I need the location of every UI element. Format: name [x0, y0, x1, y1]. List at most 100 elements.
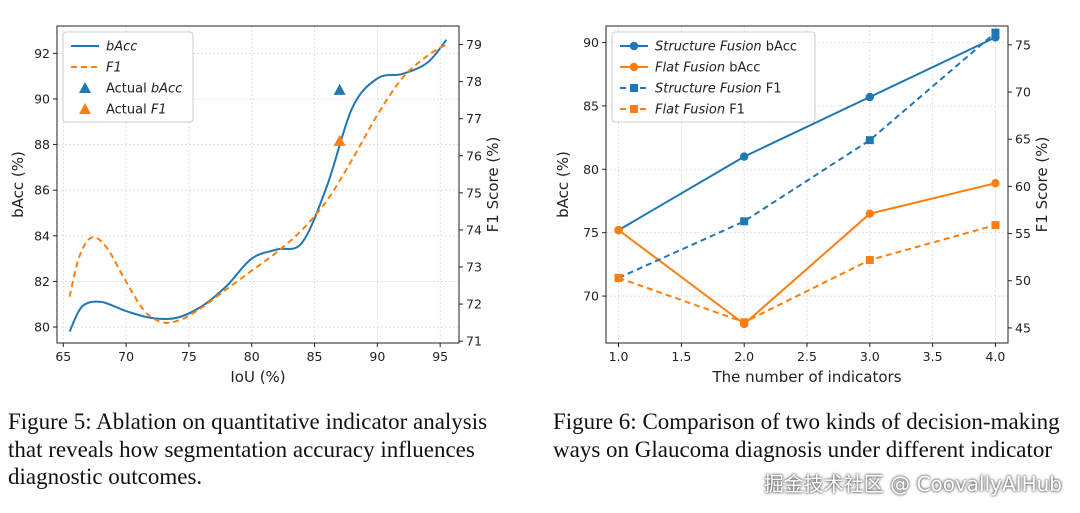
y-tick-label: 82 — [34, 274, 50, 289]
legend-label-2: Actual bAcc — [106, 82, 182, 97]
legend-marker-3 — [79, 103, 91, 114]
x-tick-label: 4.0 — [985, 349, 1005, 364]
y-tick-label: 80 — [34, 320, 50, 335]
y2-tick-label: 79 — [466, 37, 482, 52]
legend-label-part: Structure Fusion — [655, 82, 762, 97]
y-tick-label: 86 — [34, 183, 50, 198]
series-3-point — [614, 273, 623, 282]
legend-label-part: Flat Fusion — [655, 103, 725, 118]
series-0-point — [865, 92, 875, 102]
y2-tick-label: 65 — [1015, 132, 1031, 147]
series-1-line — [618, 182, 996, 326]
legend-marker-2 — [79, 82, 91, 93]
x-axis-label: IoU (%) — [230, 368, 285, 386]
y-tick-label: 88 — [34, 137, 50, 152]
y2-tick-label: 71 — [466, 334, 482, 349]
legend-label-part: bAcc — [725, 61, 760, 76]
y-tick-label: 90 — [583, 35, 599, 50]
y2-tick-label: 50 — [1015, 273, 1031, 288]
y-tick-label: 90 — [34, 91, 50, 106]
series-2-point — [991, 28, 1000, 37]
series-1-point — [991, 179, 1000, 188]
y2-tick-label: 45 — [1015, 320, 1031, 335]
y-tick-label: 80 — [583, 162, 599, 177]
series-2-line — [618, 31, 997, 279]
legend-label-1: Flat Fusion bAcc — [655, 61, 760, 76]
x-tick-label: 95 — [432, 349, 448, 364]
legend-marker-1 — [629, 62, 639, 72]
figure-5-caption: Figure 5: Ablation on quantitative indic… — [8, 409, 488, 489]
series-1-point — [865, 209, 875, 218]
plot-frame — [56, 25, 460, 344]
y2-tick-label: 75 — [466, 185, 482, 200]
y2-tick-label: 73 — [466, 259, 482, 274]
x-tick-label: 80 — [244, 349, 260, 364]
legend-label-part: bAcc — [106, 40, 137, 55]
y2-tick-label: 55 — [1015, 226, 1031, 241]
y2-tick-label: 76 — [466, 148, 482, 163]
legend-marker-2 — [630, 84, 638, 92]
series-3-point — [865, 255, 874, 264]
legend-label-part: F1 — [762, 82, 782, 97]
figure-6-caption: Figure 6: Comparison of two kinds of dec… — [553, 409, 1060, 462]
series-1-line — [68, 43, 447, 324]
figure-6-chart: 1.0 1.5 2.0 2.5 3.0 3.5 4.0 70 75 80 85 90 45 50 55 60 6… — [554, 25, 1051, 386]
legend-label-3: Actual F1 — [106, 103, 167, 118]
y-tick-label: 75 — [583, 225, 599, 240]
legend-label-2: Structure Fusion F1 — [655, 82, 782, 97]
legend-label-part: F1 — [725, 103, 745, 118]
y2-tick-label: 77 — [466, 111, 482, 126]
legend-label-0: Structure Fusion bAcc — [655, 40, 797, 55]
y-axis-label: bAcc (%) — [9, 151, 27, 218]
x-tick-label: 1.0 — [609, 349, 629, 364]
series-0-line — [618, 36, 996, 231]
series-3-point — [333, 134, 346, 146]
legend-label-part: Flat Fusion — [655, 61, 725, 76]
series-3-point — [740, 318, 749, 327]
figure-5-chart: 65 70 75 80 85 90 95 80 82 84 86 88 90 92 71 72 73 74 75 76… — [9, 25, 502, 386]
x-tick-label: 65 — [55, 349, 71, 364]
legend-marker-0 — [629, 41, 639, 51]
legend-label-part: Structure Fusion — [655, 40, 762, 55]
legend-label-0: bAcc — [106, 40, 137, 55]
y-tick-label: 70 — [583, 289, 599, 304]
legend-marker-3 — [630, 105, 638, 113]
legend-label-part: bAcc — [151, 82, 182, 97]
x-tick-label: 90 — [369, 349, 385, 364]
legend-box — [611, 31, 816, 123]
y2-axis-label: F1 Score (%) — [484, 137, 502, 233]
y2-tick-label: 75 — [1015, 37, 1031, 52]
x-axis-label: The number of indicators — [711, 368, 901, 386]
legend-label-part: F1 — [151, 103, 167, 118]
legend-box — [62, 31, 194, 123]
series-2-point — [333, 83, 346, 95]
watermark-text: 掘金技术社区 @ CoovallyAIHub — [763, 472, 1062, 496]
series-3-point — [991, 221, 1000, 230]
y2-tick-label: 60 — [1015, 179, 1031, 194]
x-tick-label: 3.5 — [923, 349, 943, 364]
y2-tick-label: 74 — [466, 222, 482, 237]
series-1-point — [614, 225, 623, 235]
x-tick-label: 75 — [181, 349, 197, 364]
y2-tick-label: 78 — [466, 74, 482, 89]
legend-label-part: bAcc — [762, 40, 797, 55]
x-tick-label: 1.5 — [671, 349, 691, 364]
legend-label-1: F1 — [106, 61, 122, 76]
series-0-point — [739, 152, 749, 161]
legend-label-part: F1 — [106, 61, 122, 76]
x-tick-label: 2.5 — [797, 349, 817, 364]
y2-axis-label: F1 Score (%) — [1033, 137, 1051, 233]
series-2-point — [740, 217, 749, 226]
y-tick-label: 85 — [583, 98, 599, 113]
series-3-line — [618, 224, 996, 324]
x-tick-label: 70 — [118, 349, 134, 364]
series-0-line — [68, 39, 448, 333]
y-tick-label: 92 — [34, 46, 50, 61]
legend-label-part: Actual — [106, 82, 151, 97]
x-tick-label: 2.0 — [734, 349, 754, 364]
y2-tick-label: 70 — [1015, 85, 1031, 100]
y-tick-label: 84 — [34, 228, 50, 243]
x-tick-label: 3.0 — [860, 349, 880, 364]
legend-label-part: Actual — [106, 103, 151, 118]
y2-tick-label: 72 — [466, 297, 482, 312]
